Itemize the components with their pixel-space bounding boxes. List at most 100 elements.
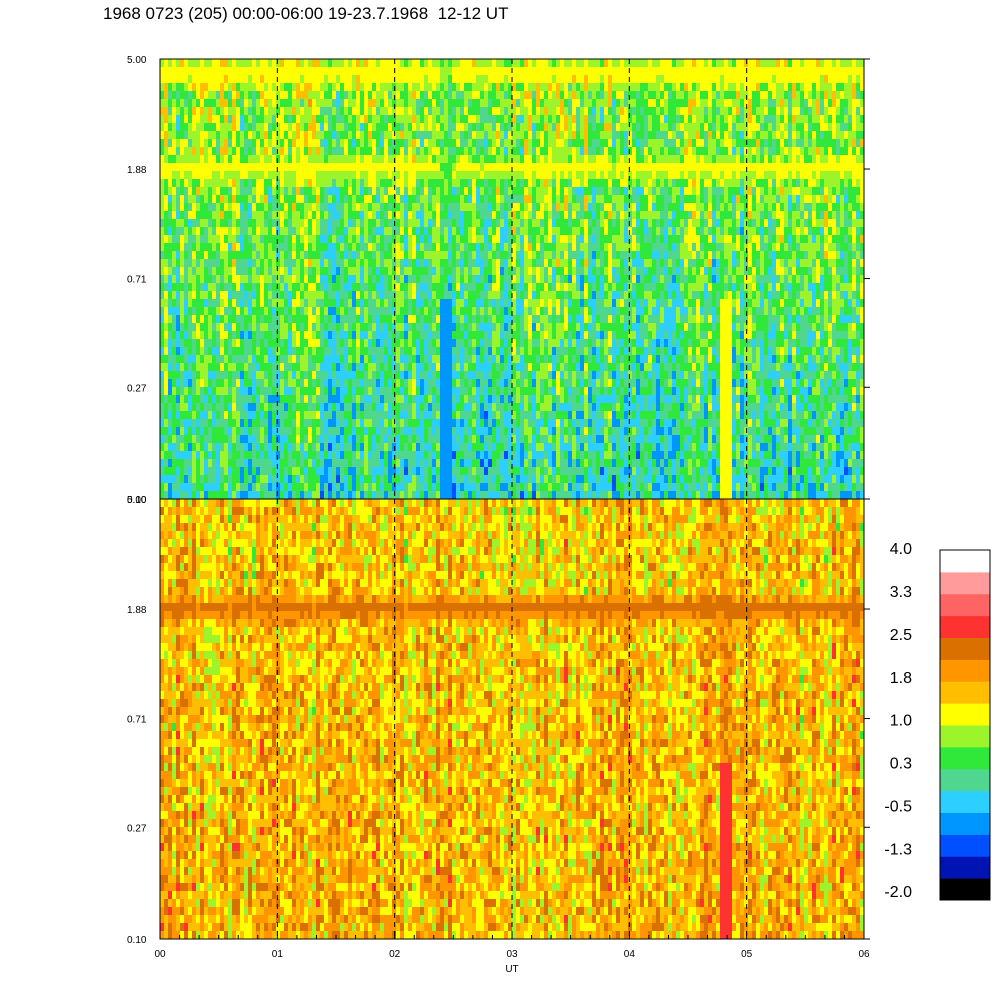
heat-cell — [200, 459, 204, 467]
heat-cell — [196, 355, 200, 363]
heat-cell — [236, 219, 240, 227]
heat-cell — [172, 243, 176, 251]
heat-cell — [324, 187, 328, 195]
heat-cell — [460, 107, 464, 115]
heat-cell — [316, 259, 320, 267]
heat-cell — [404, 387, 408, 395]
heat-cell — [384, 291, 388, 299]
heat-cell — [448, 371, 452, 379]
heat-cell — [396, 371, 400, 379]
heat-cell — [432, 227, 436, 235]
heat-cell — [260, 403, 264, 411]
heat-cell — [256, 299, 260, 307]
heat-cell — [420, 107, 424, 115]
heat-cell — [400, 419, 404, 427]
heat-cell — [172, 459, 176, 467]
heat-cell — [176, 147, 180, 155]
heat-cell — [484, 171, 488, 179]
heat-cell — [420, 331, 424, 339]
heat-cell — [476, 283, 480, 291]
heat-cell — [424, 267, 428, 275]
heat-cell — [160, 91, 164, 99]
heat-cell — [516, 491, 520, 499]
heat-cell — [308, 347, 312, 355]
heat-cell — [264, 203, 268, 211]
heat-cell — [484, 307, 488, 315]
heat-cell — [516, 483, 520, 491]
heat-cell — [472, 459, 476, 467]
heat-cell — [460, 203, 464, 211]
heat-cell — [264, 347, 268, 355]
heat-cell — [192, 211, 196, 219]
heat-cell — [316, 227, 320, 235]
heat-cell — [176, 267, 180, 275]
heat-cell — [380, 203, 384, 211]
heat-cell — [444, 179, 448, 187]
heat-cell — [388, 331, 392, 339]
heat-cell — [396, 147, 400, 155]
heat-cell — [520, 243, 524, 251]
heat-cell — [236, 187, 240, 195]
heat-cell — [324, 459, 328, 467]
heat-cell — [324, 363, 328, 371]
heat-cell — [508, 67, 512, 75]
heat-cell — [424, 339, 428, 347]
heat-cell — [456, 163, 460, 171]
heat-cell — [204, 475, 208, 483]
heat-cell — [468, 283, 472, 291]
heat-cell — [516, 331, 520, 339]
heat-cell — [252, 123, 256, 131]
heat-cell — [212, 387, 216, 395]
heat-cell — [204, 59, 208, 67]
heat-cell — [340, 467, 344, 475]
heat-cell — [188, 235, 192, 243]
heat-cell — [252, 139, 256, 147]
heat-cell — [404, 467, 408, 475]
heat-cell — [296, 459, 300, 467]
heat-cell — [500, 83, 504, 91]
heat-cell — [368, 83, 372, 91]
heat-cell — [452, 419, 456, 427]
heat-cell — [336, 323, 340, 331]
heat-cell — [392, 427, 396, 435]
heat-cell — [284, 179, 288, 187]
heat-cell — [228, 171, 232, 179]
heat-cell — [392, 179, 396, 187]
heat-cell — [336, 379, 340, 387]
heat-cell — [476, 315, 480, 323]
heat-cell — [396, 291, 400, 299]
heat-cell — [412, 339, 416, 347]
heat-cell — [428, 171, 432, 179]
heat-cell — [496, 475, 500, 483]
heat-cell — [260, 315, 264, 323]
heat-cell — [512, 395, 516, 403]
heat-cell — [520, 395, 524, 403]
heat-cell — [236, 355, 240, 363]
heat-cell — [160, 163, 164, 171]
heat-cell — [484, 411, 488, 419]
heat-cell — [292, 227, 296, 235]
heat-cell — [340, 243, 344, 251]
heat-cell — [424, 139, 428, 147]
heat-cell — [448, 139, 452, 147]
heat-cell — [372, 267, 376, 275]
heat-cell — [272, 99, 276, 107]
heat-cell — [384, 387, 388, 395]
heat-cell — [304, 291, 308, 299]
heat-cell — [432, 419, 436, 427]
heat-cell — [364, 387, 368, 395]
heat-cell — [212, 99, 216, 107]
heat-cell — [176, 403, 180, 411]
heat-cell — [300, 227, 304, 235]
heat-cell — [184, 323, 188, 331]
heat-cell — [320, 419, 324, 427]
heat-cell — [268, 227, 272, 235]
heat-cell — [520, 179, 524, 187]
heat-cell — [440, 227, 444, 235]
heat-cell — [320, 75, 324, 83]
heat-cell — [432, 299, 436, 307]
heat-cell — [212, 243, 216, 251]
heat-cell — [512, 211, 516, 219]
heat-cell — [256, 387, 260, 395]
heat-cell — [264, 427, 268, 435]
